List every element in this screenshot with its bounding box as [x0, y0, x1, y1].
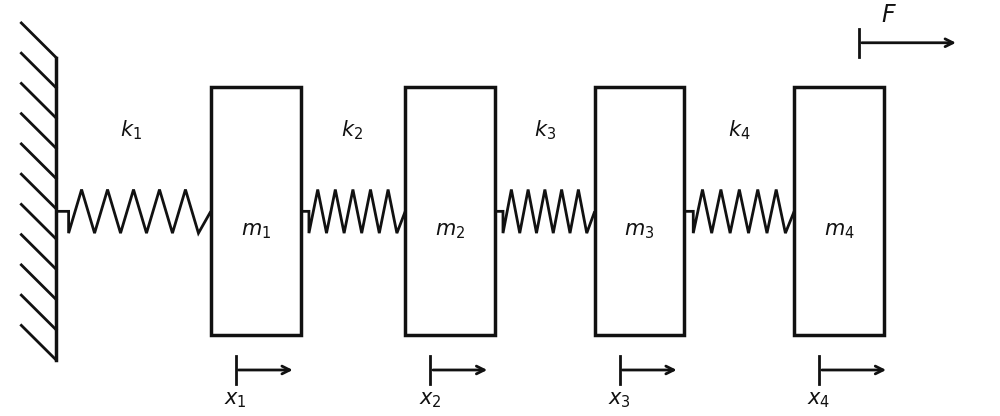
- Text: $x_3$: $x_3$: [608, 390, 631, 409]
- Bar: [595, 87, 684, 335]
- Bar: [405, 87, 495, 335]
- Text: $m_3$: $m_3$: [624, 221, 655, 241]
- Bar: [211, 87, 301, 335]
- Text: $m_1$: $m_1$: [241, 221, 271, 241]
- Text: $k_1$: $k_1$: [120, 118, 142, 142]
- Text: $x_2$: $x_2$: [419, 390, 442, 409]
- Text: $k_2$: $k_2$: [341, 118, 363, 142]
- Text: $F$: $F$: [881, 5, 897, 27]
- Text: $m_4$: $m_4$: [824, 221, 854, 241]
- Text: $m_2$: $m_2$: [435, 221, 465, 241]
- Text: $x_1$: $x_1$: [224, 390, 247, 409]
- Text: $k_3$: $k_3$: [534, 118, 556, 142]
- Text: $x_4$: $x_4$: [807, 390, 831, 409]
- Bar: [794, 87, 884, 335]
- Text: $k_4$: $k_4$: [728, 118, 751, 142]
